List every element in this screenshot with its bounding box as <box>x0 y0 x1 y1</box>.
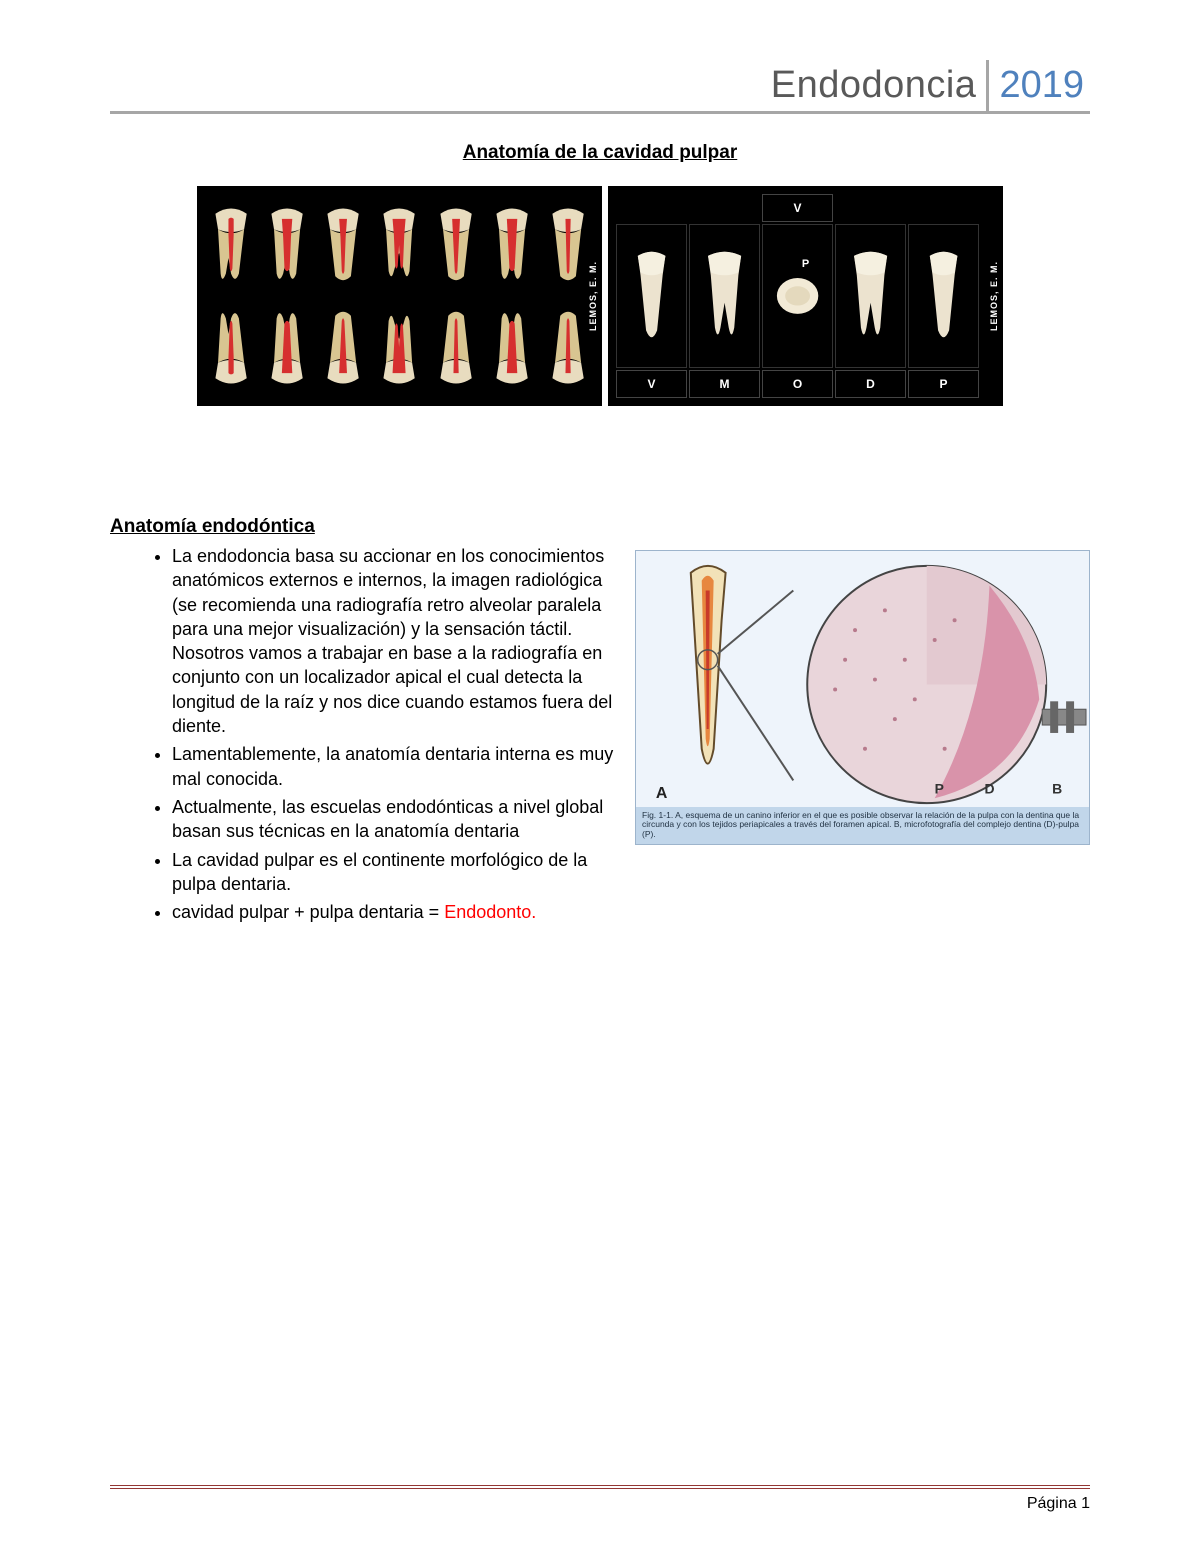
list-item: cavidad pulpar + pulpa dentaria = Endodo… <box>172 900 1090 924</box>
tooth-view-occlusal <box>762 224 833 368</box>
figure-pulp-microscopy: A P D B <box>635 550 1090 845</box>
tooth-section <box>430 298 482 396</box>
header-title: Endodoncia <box>771 60 987 111</box>
view-label: P <box>908 370 979 398</box>
tooth-section <box>373 196 425 294</box>
tooth-view <box>835 224 906 368</box>
page-footer: Página 1 <box>110 1485 1090 1513</box>
panel-label-p: P <box>935 780 944 796</box>
tooth-section <box>261 298 313 396</box>
document-title: Anatomía de la cavidad pulpar <box>110 142 1090 164</box>
page-header: Endodoncia 2019 <box>110 60 1090 114</box>
figure-credit: LEMOS, E. M. <box>989 261 999 331</box>
view-label-p-mid: P <box>802 258 809 270</box>
list-item: La cavidad pulpar es el continente morfo… <box>172 848 1090 897</box>
figure-tooth-views: V V M O D P P LEMOS, E. M. <box>608 186 1003 406</box>
page-number: Página 1 <box>1027 1495 1090 1512</box>
tooth-section <box>317 298 369 396</box>
view-label: D <box>835 370 906 398</box>
tooth-section <box>542 196 594 294</box>
figure-row: LEMOS, E. M. V V M O D P P LEMOS, E. M. <box>110 186 1090 406</box>
figure-teeth-sections: LEMOS, E. M. <box>197 186 602 406</box>
panel-label-a: A <box>656 785 668 802</box>
tooth-section <box>205 298 257 396</box>
tooth-section <box>205 196 257 294</box>
tooth-section <box>542 298 594 396</box>
equation-lhs: cavidad pulpar + pulpa dentaria = <box>172 902 444 922</box>
tooth-section <box>261 196 313 294</box>
tooth-section <box>486 298 538 396</box>
tooth-view <box>616 224 687 368</box>
equation-rhs-endodonto: Endodonto. <box>444 902 536 922</box>
tooth-view <box>908 224 979 368</box>
tooth-section <box>317 196 369 294</box>
section-heading: Anatomía endodóntica <box>110 516 1090 538</box>
figure-credit: LEMOS, E. M. <box>588 261 598 331</box>
tooth-section <box>373 298 425 396</box>
panel-label-d: D <box>984 780 994 796</box>
tooth-section <box>430 196 482 294</box>
view-label: M <box>689 370 760 398</box>
header-year: 2019 <box>986 60 1090 111</box>
view-label-v-top: V <box>762 194 833 222</box>
figure-caption: Fig. 1-1. A, esquema de un canino inferi… <box>636 807 1089 844</box>
view-label: V <box>616 370 687 398</box>
tooth-section <box>486 196 538 294</box>
view-label: O <box>762 370 833 398</box>
panel-label-b: B <box>1052 780 1062 796</box>
tooth-view <box>689 224 760 368</box>
